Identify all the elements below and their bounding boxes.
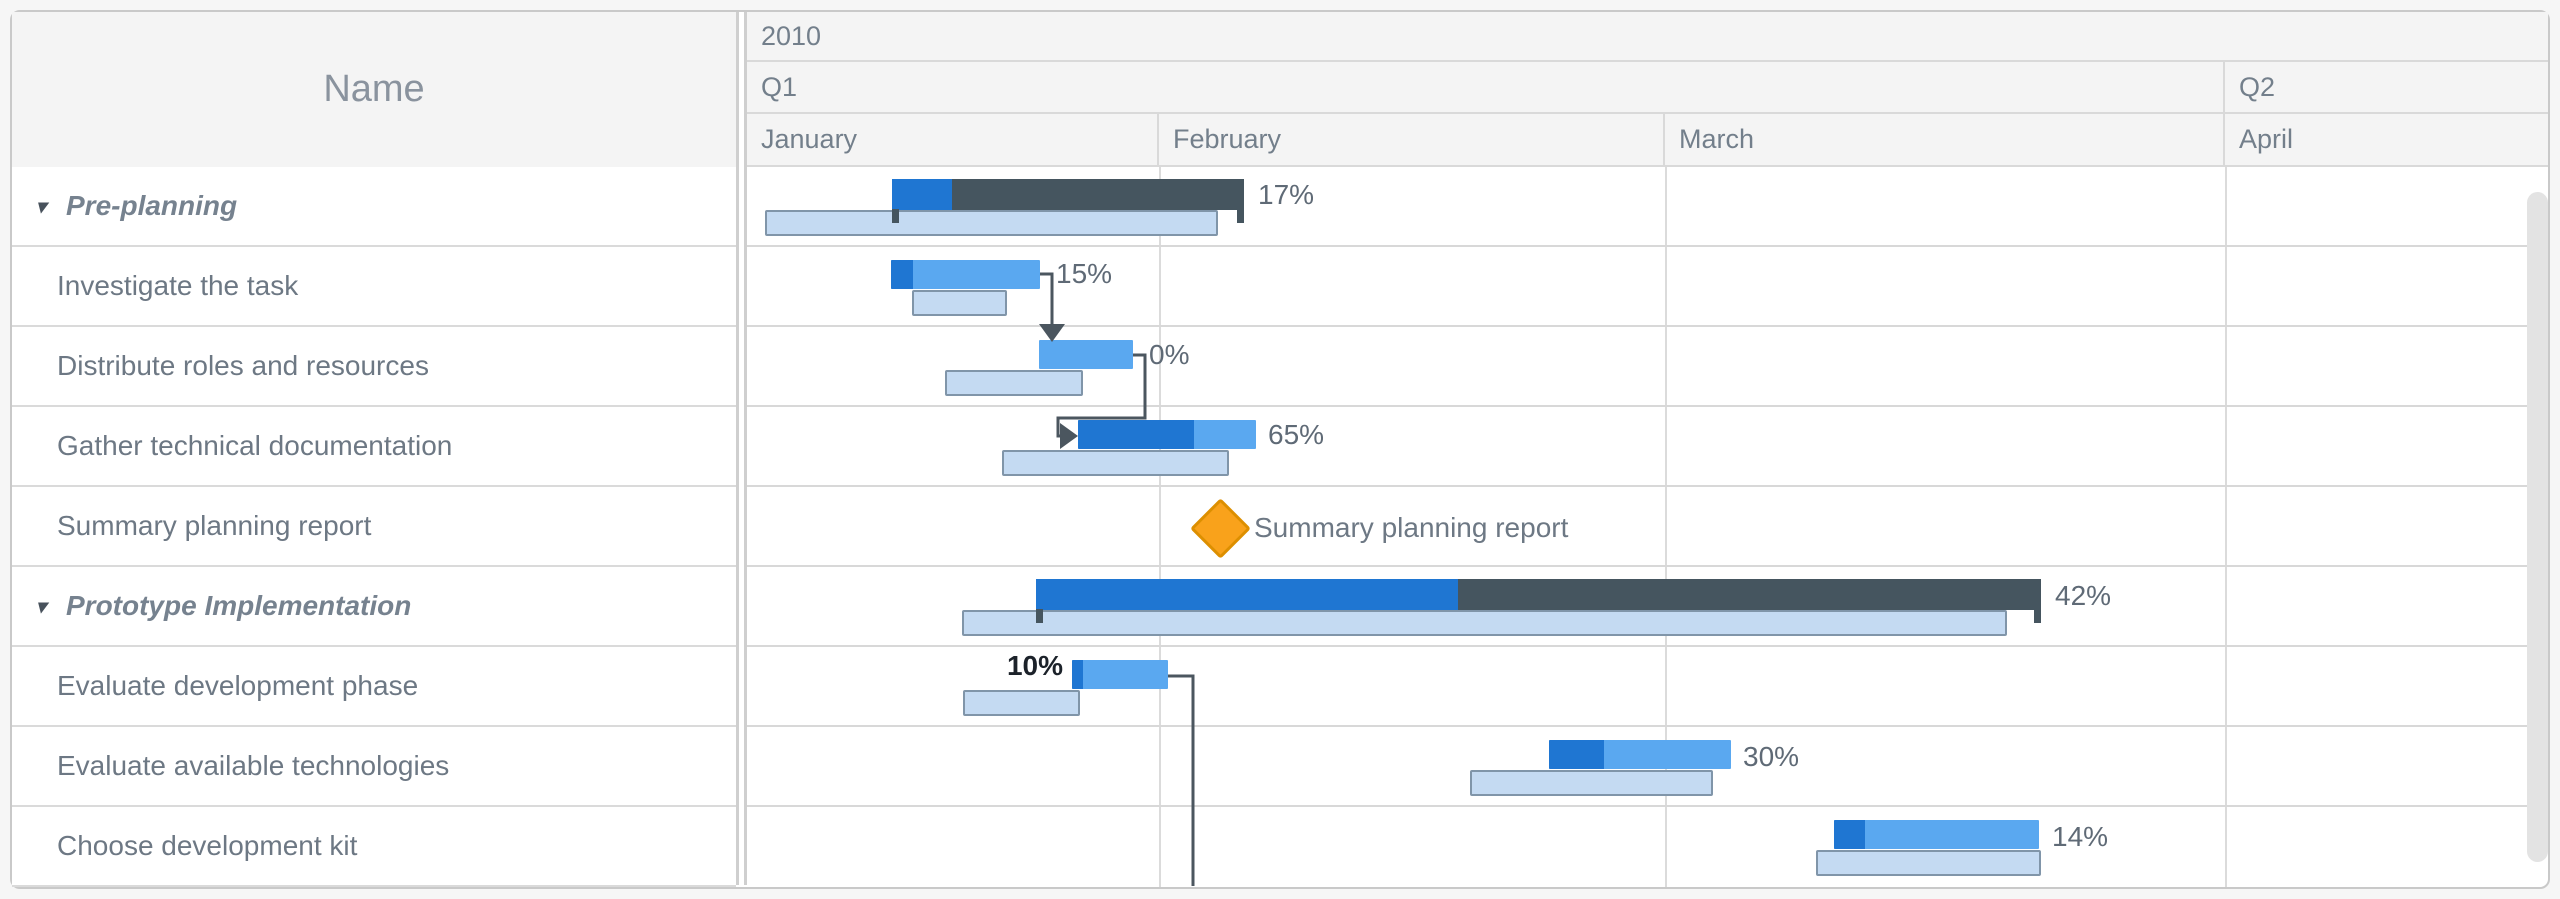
timeline-year-cell-label: 2010 — [761, 20, 822, 51]
task-name-label: Choose development kit — [57, 830, 358, 861]
task-name-label: Prototype Implementation — [66, 590, 412, 621]
task-progress-fill — [1072, 660, 1083, 689]
timeline-month-cell: January — [747, 114, 1159, 167]
task-bar[interactable] — [1834, 820, 2039, 849]
name-column-title: Name — [323, 68, 425, 110]
task-row-child[interactable]: Distribute roles and resources — [12, 327, 736, 407]
task-progress-fill — [1078, 420, 1194, 449]
baseline-bar — [912, 290, 1007, 316]
task-row-parent[interactable]: ▾ Prototype Implementation — [12, 567, 736, 647]
month-gridline — [1665, 167, 1667, 887]
task-bar[interactable] — [1039, 340, 1133, 369]
progress-label: 42% — [2055, 580, 2112, 611]
task-progress-fill — [1549, 740, 1604, 769]
row-gridline — [747, 325, 2548, 327]
task-row-child[interactable]: Summary planning report — [12, 487, 736, 567]
progress-label: 17% — [1258, 179, 1315, 210]
timeline-quarter-cell: Q2 — [2225, 62, 2548, 114]
progress-label: 30% — [1743, 741, 1800, 772]
summary-progress-fill — [1036, 579, 1458, 610]
summary-progress-fill — [892, 179, 952, 210]
row-gridline — [747, 725, 2548, 727]
vertical-scrollbar-thumb[interactable] — [2527, 192, 2548, 862]
task-name-label: Evaluate available technologies — [57, 750, 450, 781]
row-gridline — [747, 485, 2548, 487]
row-gridline — [747, 645, 2548, 647]
timeline-month-cell: April — [2225, 114, 2548, 167]
row-gridline — [747, 565, 2548, 567]
baseline-bar — [945, 370, 1083, 396]
task-name-label: Gather technical documentation — [57, 430, 453, 461]
task-row-child[interactable]: Investigate the task — [12, 247, 736, 327]
baseline-bar — [1002, 450, 1229, 476]
progress-label: 15% — [1056, 258, 1113, 289]
summary-bar-hook — [1237, 209, 1244, 223]
timeline-year-cell: 2010 — [747, 12, 2548, 62]
baseline-bar — [1816, 850, 2041, 876]
summary-bar-hook — [1036, 609, 1043, 623]
summary-bar-hook — [892, 209, 899, 223]
progress-label: 0% — [1149, 339, 1190, 370]
task-name-label: Summary planning report — [57, 510, 372, 541]
timeline-month-cell-label: April — [2239, 124, 2294, 154]
task-row-child[interactable]: Gather technical documentation — [12, 407, 736, 487]
month-gridline — [1159, 167, 1161, 887]
timeline-month-cell-label: January — [761, 124, 858, 154]
row-gridline — [747, 405, 2548, 407]
panel-splitter[interactable] — [736, 12, 747, 885]
collapse-arrow-icon[interactable]: ▾ — [36, 595, 47, 618]
timeline-month-cell: February — [1159, 114, 1665, 167]
timeline-quarter-cell-label: Q1 — [761, 71, 798, 102]
baseline-bar — [1470, 770, 1713, 796]
name-column-header: Name — [12, 12, 736, 169]
baseline-bar — [765, 210, 1218, 236]
task-progress-fill — [1834, 820, 1865, 849]
progress-label: 10% — [1006, 650, 1063, 681]
timeline-month-cell-label: February — [1173, 124, 1282, 154]
timeline-quarter-cell-label: Q2 — [2239, 71, 2276, 102]
timeline-quarter-cell: Q1 — [747, 62, 2225, 114]
task-row-child[interactable]: Choose development kit — [12, 807, 736, 887]
baseline-bar — [963, 690, 1080, 716]
progress-label: 65% — [1268, 419, 1325, 450]
task-bar[interactable] — [1549, 740, 1731, 769]
timeline-month-cell: March — [1665, 114, 2225, 167]
task-row-child[interactable]: Evaluate development phase — [12, 647, 736, 727]
month-gridline — [2225, 167, 2227, 887]
task-name-label: Distribute roles and resources — [57, 350, 429, 381]
task-bar[interactable] — [1078, 420, 1256, 449]
milestone-label: Summary planning report — [1254, 512, 1569, 543]
row-gridline — [747, 245, 2548, 247]
summary-bar[interactable] — [1036, 579, 2041, 610]
task-name-label: Pre-planning — [66, 190, 238, 221]
task-bar[interactable] — [891, 260, 1040, 289]
collapse-arrow-icon[interactable]: ▾ — [36, 195, 47, 218]
task-bar[interactable] — [1072, 660, 1168, 689]
summary-bar-hook — [2034, 609, 2041, 623]
summary-bar[interactable] — [892, 179, 1244, 210]
task-name-label: Evaluate development phase — [57, 670, 419, 701]
task-row-child[interactable]: Evaluate available technologies — [12, 727, 736, 807]
row-gridline — [747, 805, 2548, 807]
progress-label: 14% — [2052, 821, 2109, 852]
timeline-month-cell-label: March — [1679, 124, 1755, 154]
task-row-parent[interactable]: ▾ Pre-planning — [12, 167, 736, 247]
task-name-label: Investigate the task — [57, 270, 299, 301]
task-progress-fill — [891, 260, 913, 289]
baseline-bar — [962, 610, 2007, 636]
